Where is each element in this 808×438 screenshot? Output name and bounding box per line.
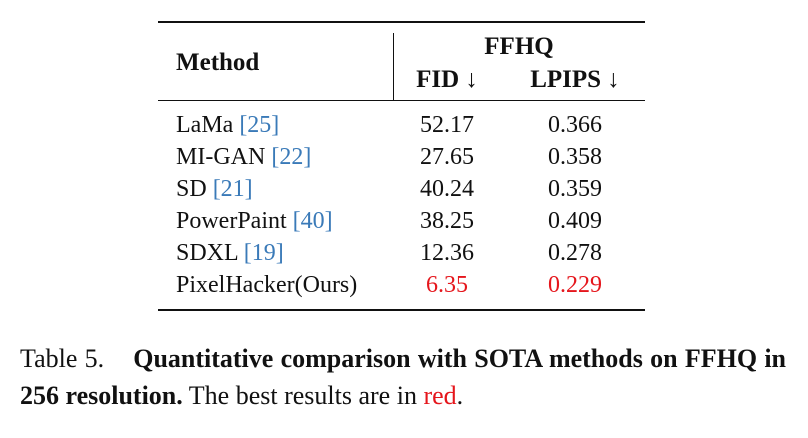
fid-value: 38.25 [420, 208, 474, 234]
lpips-value: 0.409 [548, 208, 602, 234]
citation: [40] [292, 208, 333, 234]
caption-end: . [456, 381, 464, 410]
mid-rule [158, 100, 645, 101]
caption-text: The best results are in [188, 381, 417, 410]
method-name: SDXL [19] [176, 240, 284, 266]
fid-value: 6.35 [426, 272, 468, 298]
caption-label: Table 5. [20, 344, 105, 373]
method-name: MI-GAN [22] [176, 144, 312, 170]
fid-value: 52.17 [420, 112, 474, 138]
lpips-value: 0.359 [548, 176, 602, 202]
header-metric: LPIPS ↓ [530, 66, 620, 93]
header-method: Method [176, 49, 260, 76]
lpips-value: 0.229 [548, 272, 602, 298]
method-name: LaMa [25] [176, 112, 280, 138]
top-rule [158, 21, 645, 23]
caption-highlight: red [423, 381, 457, 410]
fid-value: 27.65 [420, 144, 474, 170]
fid-value: 12.36 [420, 240, 474, 266]
lpips-value: 0.358 [548, 144, 602, 170]
citation: [19] [243, 240, 284, 266]
citation: [25] [239, 112, 280, 138]
bottom-rule [158, 309, 645, 311]
method-name: PixelHacker(Ours) [176, 272, 358, 298]
caption: Table 5. Quantitative comparison with SO… [20, 340, 786, 414]
lpips-value: 0.278 [548, 240, 602, 266]
citation: [21] [212, 176, 253, 202]
method-name: PowerPaint [40] [176, 208, 333, 234]
method-name: SD [21] [176, 176, 253, 202]
caption-title: Quantitative comparison with SOTA method… [20, 344, 786, 410]
header-dataset: FFHQ [484, 33, 554, 60]
lpips-value: 0.366 [548, 112, 602, 138]
fid-value: 40.24 [420, 176, 474, 202]
citation: [22] [271, 144, 312, 170]
vertical-rule [393, 33, 394, 101]
header-metric: FID ↓ [416, 66, 478, 93]
